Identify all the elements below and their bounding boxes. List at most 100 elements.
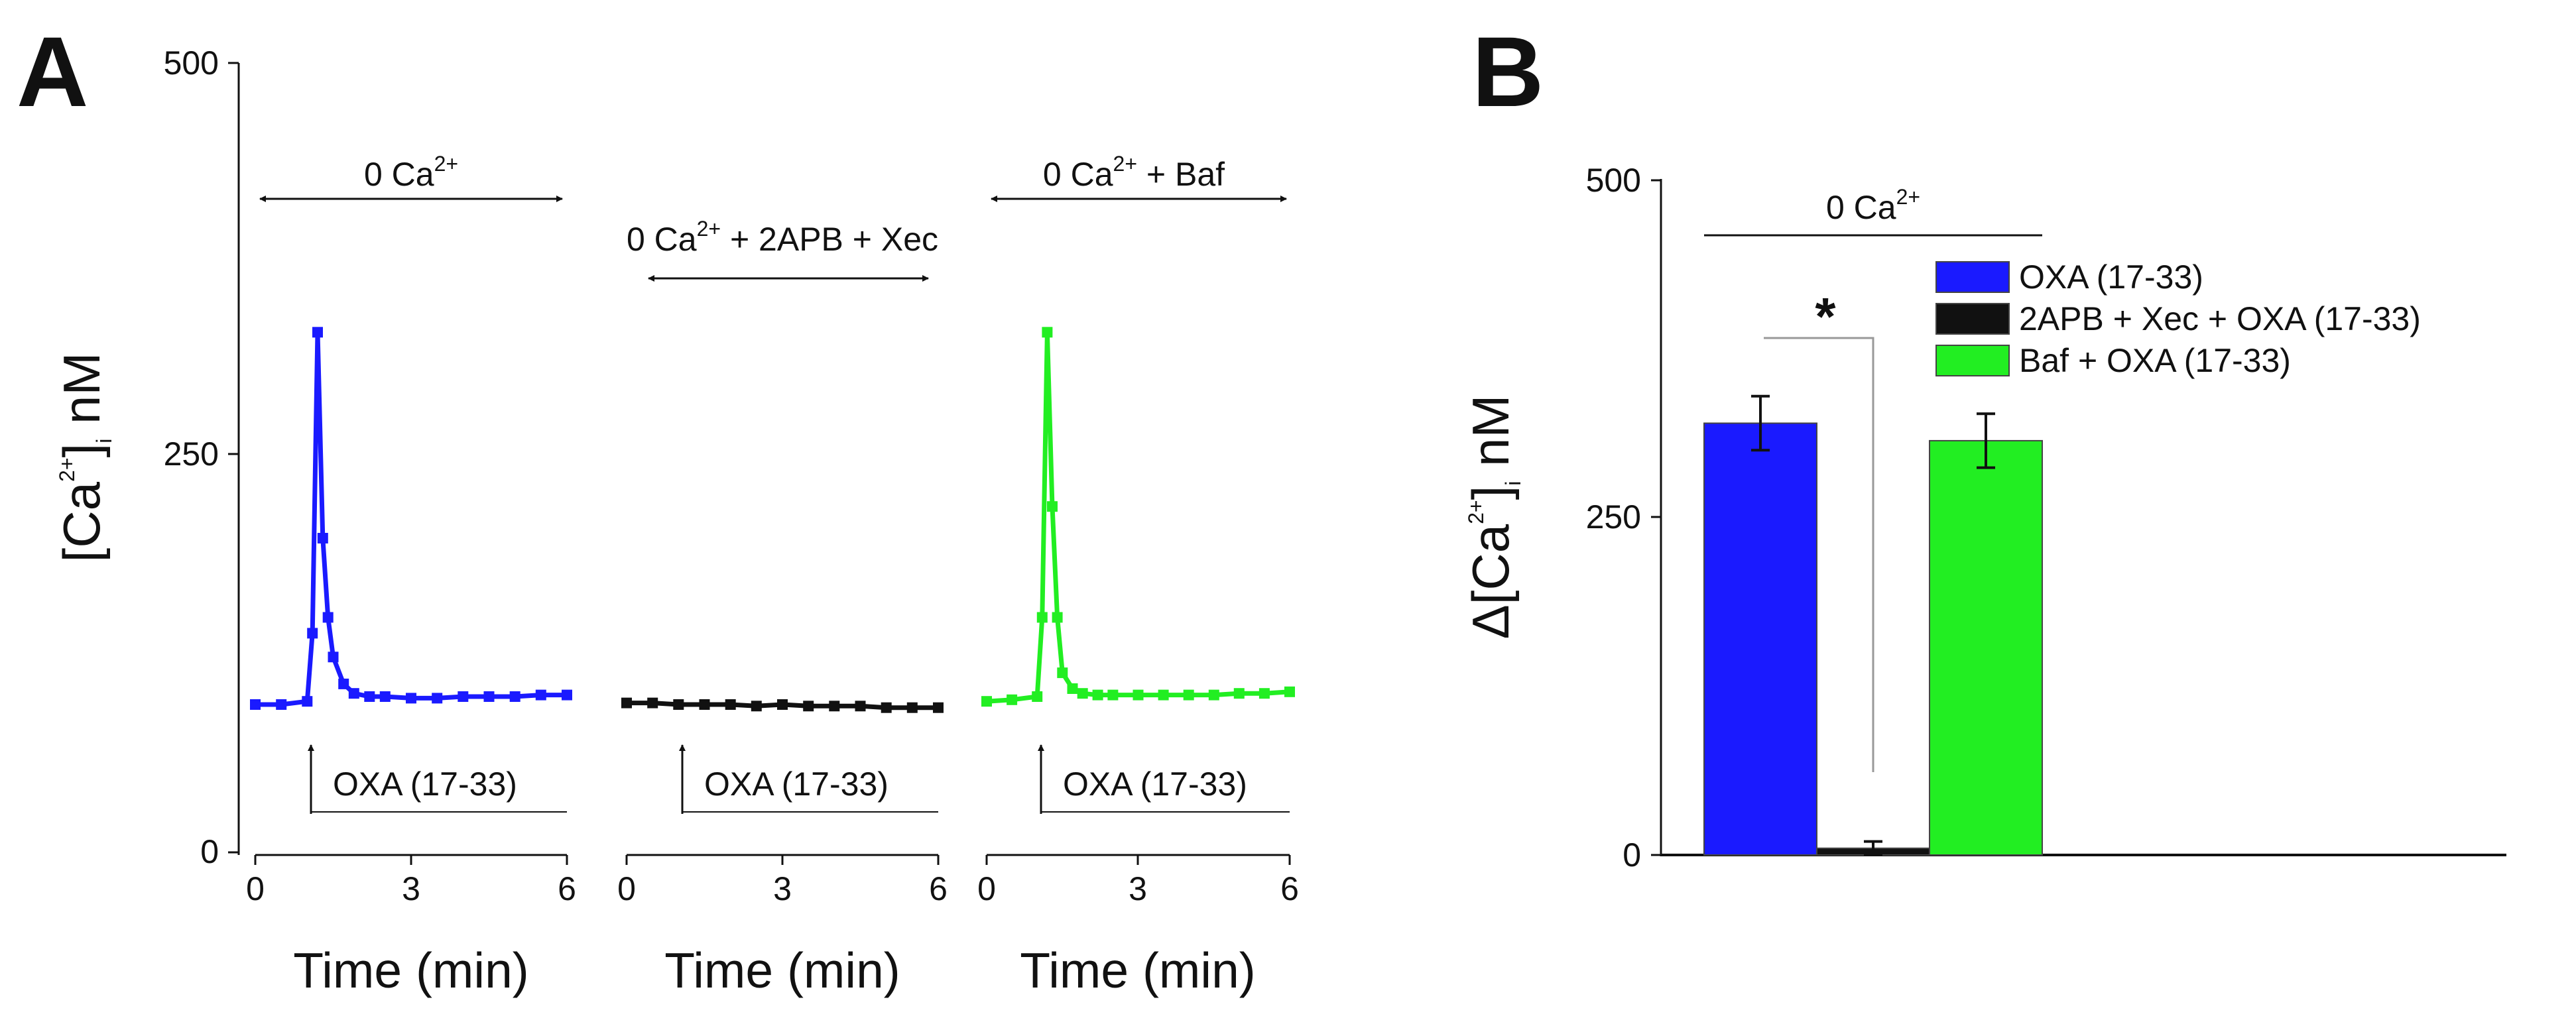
trace-point xyxy=(276,699,287,710)
subplot-1-stimulus-label: OXA (17-33) xyxy=(333,766,517,803)
trace-point xyxy=(1133,689,1144,701)
legend-label: 2APB + Xec + OXA (17-33) xyxy=(2019,300,2421,337)
trace-point xyxy=(855,701,866,712)
significance-bracket xyxy=(1764,337,1874,772)
subplot-3: 0 3 6 Time (min) 0 Ca2+ + Baf OXA (17-33… xyxy=(977,152,1299,998)
bar xyxy=(1703,422,1817,856)
x-tick-label: 3 xyxy=(1129,870,1147,907)
panel-b-letter: B xyxy=(1472,16,1544,127)
condition-superscript: 2+ xyxy=(1113,152,1137,176)
subplot-2-trace xyxy=(621,697,944,713)
trace-point xyxy=(751,701,762,712)
trace-point xyxy=(1092,689,1103,701)
panel-b: B 0 250 500 Δ[Ca2+]i nM 0 Ca2+ * OXA (17… xyxy=(1461,16,2506,874)
subplot-3-x-axis-title: Time (min) xyxy=(1020,942,1256,998)
trace-point xyxy=(250,699,261,710)
trace-point xyxy=(1183,689,1194,701)
subplot-2: 0 3 6 Time (min) 0 Ca2+ + 2APB + Xec OXA… xyxy=(617,217,948,998)
x-tick-label: 0 xyxy=(977,870,996,907)
trace-point xyxy=(1233,688,1245,699)
trace-point xyxy=(458,691,469,702)
trace-point xyxy=(621,697,632,709)
trace-point xyxy=(647,697,658,709)
y-title-part: nM xyxy=(1461,395,1520,481)
y-title-part: ] xyxy=(1461,486,1520,500)
legend: OXA (17-33) 2APB + Xec + OXA (17-33) Baf +… xyxy=(1935,258,2421,379)
subplot-2-x-axis-title: Time (min) xyxy=(664,942,900,998)
panel-a-y-tick-label: 0 xyxy=(200,833,219,870)
trace-point xyxy=(933,702,944,713)
legend-swatch xyxy=(1935,345,2010,376)
y-title-subscript: i xyxy=(92,439,116,443)
y-title-subscript: i xyxy=(1501,481,1525,486)
y-title-superscript: 2+ xyxy=(55,457,79,481)
x-tick-label: 6 xyxy=(1280,870,1299,907)
condition-text: 0 Ca xyxy=(627,221,697,258)
x-tick-label: 6 xyxy=(558,870,576,907)
trace-line xyxy=(255,329,567,707)
trace-point xyxy=(725,699,736,710)
x-tick-label: 3 xyxy=(402,870,420,907)
trace-point xyxy=(829,701,840,712)
condition-text: + 2APB + Xec xyxy=(721,221,938,258)
trace-point xyxy=(317,533,328,543)
panel-b-y-axis-title: Δ[Ca2+]i nM xyxy=(1461,395,1525,640)
y-title-superscript: 2+ xyxy=(1464,500,1488,524)
panel-a-y-tick-label: 250 xyxy=(164,435,219,473)
trace-point xyxy=(1107,689,1119,701)
trace-point xyxy=(1047,501,1058,512)
trace-point xyxy=(881,702,892,713)
trace-point xyxy=(535,689,546,701)
panel-b-y-tick-label: 0 xyxy=(1623,836,1641,874)
panel-b-y-tick-label: 250 xyxy=(1586,498,1641,536)
trace-point xyxy=(1284,686,1295,697)
subplot-3-condition-label: 0 Ca2+ + Baf xyxy=(1043,152,1225,193)
y-title-part: Δ[Ca xyxy=(1461,524,1520,639)
trace-point xyxy=(1007,694,1018,705)
trace-line xyxy=(986,329,1290,704)
trace-point xyxy=(1057,667,1068,679)
subplot-1: 0 3 6 Time (min) 0 Ca2+ OXA (17-33) xyxy=(246,152,576,998)
trace-point xyxy=(981,696,992,707)
trace-point xyxy=(322,612,334,623)
trace-point xyxy=(307,628,318,639)
trace-point xyxy=(1042,327,1053,338)
panel-a: A 0 250 500 [Ca2+]i nM 0 3 6 Time (min) … xyxy=(17,16,1299,998)
trace-point xyxy=(562,689,572,701)
trace-point xyxy=(1208,689,1219,701)
trace-point xyxy=(1258,688,1270,699)
panel-b-condition-label: 0 Ca2+ xyxy=(1826,185,1920,226)
bar xyxy=(1929,439,2043,856)
trace-point xyxy=(1077,688,1088,699)
legend-swatch xyxy=(1935,303,2010,335)
x-tick-label: 6 xyxy=(929,870,948,907)
y-title-part: [Ca xyxy=(52,481,111,562)
panel-a-y-axis-title: [Ca2+]i nM xyxy=(52,353,116,563)
subplot-2-stimulus-label: OXA (17-33) xyxy=(704,766,889,803)
trace-point xyxy=(406,693,416,704)
legend-label: OXA (17-33) xyxy=(2019,258,2203,296)
trace-point xyxy=(483,691,495,702)
condition-superscript: 2+ xyxy=(1896,185,1920,209)
x-tick-label: 0 xyxy=(246,870,265,907)
trace-point xyxy=(364,691,375,702)
legend-swatch xyxy=(1935,261,2010,293)
condition-text: + Baf xyxy=(1137,156,1225,193)
subplot-1-trace xyxy=(250,327,572,710)
condition-superscript: 2+ xyxy=(434,152,458,176)
trace-point xyxy=(777,699,788,710)
y-title-part: ] xyxy=(52,443,111,458)
legend-label: Baf + OXA (17-33) xyxy=(2019,342,2291,379)
trace-point xyxy=(432,693,443,704)
trace-point xyxy=(673,699,684,710)
trace-point xyxy=(1067,683,1078,694)
trace-point xyxy=(302,696,313,707)
y-title-part: nM xyxy=(52,353,111,439)
trace-point xyxy=(338,678,349,689)
condition-text: 0 Ca xyxy=(364,156,434,193)
trace-point xyxy=(328,652,339,663)
trace-point xyxy=(1036,612,1048,623)
subplot-1-x-axis-title: Time (min) xyxy=(293,942,529,998)
bar-group xyxy=(1703,394,2043,856)
